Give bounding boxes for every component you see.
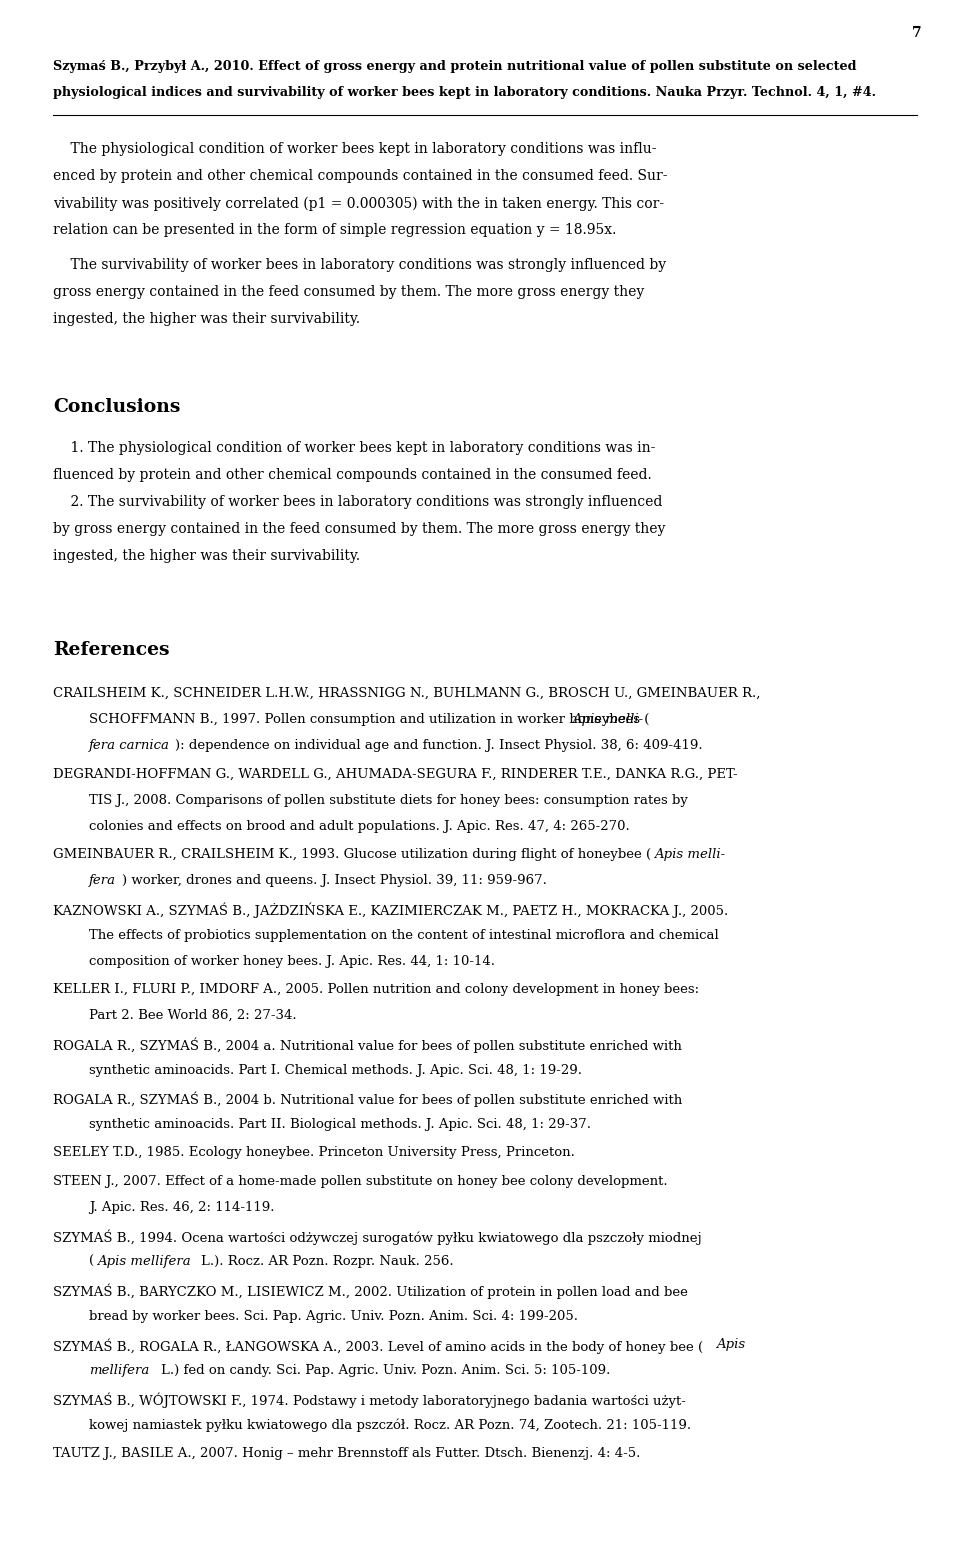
Text: SZYMAŚ B., WÓJTOWSKI F., 1974. Podstawy i metody laboratoryjnego badania wartośc: SZYMAŚ B., WÓJTOWSKI F., 1974. Podstawy … [53,1392,685,1408]
Text: vivability was positively correlated (p1 = 0.000305) with the in taken energy. T: vivability was positively correlated (p1… [53,196,664,211]
Text: Apis: Apis [716,1338,745,1351]
Text: SCHOFFMANN B., 1997. Pollen consumption and utilization in worker honeybees (: SCHOFFMANN B., 1997. Pollen consumption … [89,712,650,726]
Text: SEELEY T.D., 1985. Ecology honeybee. Princeton University Press, Princeton.: SEELEY T.D., 1985. Ecology honeybee. Pri… [53,1146,575,1160]
Text: SZYMAŚ B., BARYCZKO M., LISIEWICZ M., 2002. Utilization of protein in pollen loa: SZYMAŚ B., BARYCZKO M., LISIEWICZ M., 20… [53,1283,687,1298]
Text: synthetic aminoacids. Part II. Biological methods. J. Apic. Sci. 48, 1: 29-37.: synthetic aminoacids. Part II. Biologica… [89,1118,591,1132]
Text: fera: fera [89,874,116,887]
Text: Part 2. Bee World 86, 2: 27-34.: Part 2. Bee World 86, 2: 27-34. [89,1010,297,1022]
Text: CRAILSHEIM K., SCHNEIDER L.H.W., HRASSNIGG N., BUHLMANN G., BROSCH U., GMEINBAUE: CRAILSHEIM K., SCHNEIDER L.H.W., HRASSNI… [53,686,760,700]
Text: SZYMAŚ B., 1994. Ocena wartości odżywczej surogatów pyłku kwiatowego dla pszczoł: SZYMAŚ B., 1994. Ocena wartości odżywcze… [53,1229,702,1244]
Text: L.). Rocz. AR Pozn. Rozpr. Nauk. 256.: L.). Rocz. AR Pozn. Rozpr. Nauk. 256. [201,1255,453,1269]
Text: 2. The survivability of worker bees in laboratory conditions was strongly influe: 2. The survivability of worker bees in l… [53,495,662,509]
Text: KELLER I., FLURI P., IMDORF A., 2005. Pollen nutrition and colony development in: KELLER I., FLURI P., IMDORF A., 2005. Po… [53,984,699,996]
Text: ingested, the higher was their survivability.: ingested, the higher was their survivabi… [53,549,360,563]
Text: physiological indices and survivability of worker bees kept in laboratory condit: physiological indices and survivability … [53,86,876,99]
Text: fluenced by protein and other chemical compounds contained in the consumed feed.: fluenced by protein and other chemical c… [53,467,652,481]
Text: composition of worker honey bees. J. Apic. Res. 44, 1: 10-14.: composition of worker honey bees. J. Api… [89,954,495,968]
Text: enced by protein and other chemical compounds contained in the consumed feed. Su: enced by protein and other chemical comp… [53,170,667,183]
Text: ROGALA R., SZYMAŚ B., 2004 b. Nutritional value for bees of pollen substitute en: ROGALA R., SZYMAŚ B., 2004 b. Nutritiona… [53,1092,682,1107]
Text: Szymaś B., Przybył A., 2010. Effect of gross energy and protein nutritional valu: Szymaś B., Przybył A., 2010. Effect of g… [53,60,856,72]
Text: KAZNOWSKI A., SZYMAŚ B., JAŻDZIŃSKA E., KAZIMIERCZAK M., PAETZ H., MOKRACKA J., : KAZNOWSKI A., SZYMAŚ B., JAŻDZIŃSKA E., … [53,902,728,917]
Text: ingested, the higher was their survivability.: ingested, the higher was their survivabi… [53,311,360,325]
Text: J. Apic. Res. 46, 2: 114-119.: J. Apic. Res. 46, 2: 114-119. [89,1201,275,1214]
Text: colonies and effects on brood and adult populations. J. Apic. Res. 47, 4: 265-27: colonies and effects on brood and adult … [89,820,630,833]
Text: Apis melli-: Apis melli- [572,712,643,726]
Text: Conclusions: Conclusions [53,398,180,416]
Text: Apis melli-: Apis melli- [654,848,725,860]
Text: gross energy contained in the feed consumed by them. The more gross energy they: gross energy contained in the feed consu… [53,285,644,299]
Text: kowej namiastek pyłku kwiatowego dla pszczół. Rocz. AR Pozn. 74, Zootech. 21: 10: kowej namiastek pyłku kwiatowego dla psz… [89,1419,691,1433]
Text: The physiological condition of worker bees kept in laboratory conditions was inf: The physiological condition of worker be… [53,142,657,156]
Text: References: References [53,640,169,658]
Text: TAUTZ J., BASILE A., 2007. Honig – mehr Brennstoff als Futter. Dtsch. Bienenzj. : TAUTZ J., BASILE A., 2007. Honig – mehr … [53,1446,640,1460]
Text: ): dependence on individual age and function. J. Insect Physiol. 38, 6: 409-419.: ): dependence on individual age and func… [175,739,703,752]
Text: Apis mellifera: Apis mellifera [97,1255,191,1269]
Text: synthetic aminoacids. Part I. Chemical methods. J. Apic. Sci. 48, 1: 19-29.: synthetic aminoacids. Part I. Chemical m… [89,1064,583,1076]
Text: STEEN J., 2007. Effect of a home-made pollen substitute on honey bee colony deve: STEEN J., 2007. Effect of a home-made po… [53,1175,667,1187]
Text: SZYMAŚ B., ROGALA R., ŁANGOWSKA A., 2003. Level of amino acids in the body of ho: SZYMAŚ B., ROGALA R., ŁANGOWSKA A., 2003… [53,1338,703,1354]
Text: fera carnica: fera carnica [89,739,170,752]
Text: 1. The physiological condition of worker bees kept in laboratory conditions was : 1. The physiological condition of worker… [53,441,655,455]
Text: L.) fed on candy. Sci. Pap. Agric. Univ. Pozn. Anim. Sci. 5: 105-109.: L.) fed on candy. Sci. Pap. Agric. Univ.… [161,1365,611,1377]
Text: 7: 7 [912,26,922,40]
Text: ) worker, drones and queens. J. Insect Physiol. 39, 11: 959-967.: ) worker, drones and queens. J. Insect P… [122,874,547,887]
Text: TIS J., 2008. Comparisons of pollen substitute diets for honey bees: consumption: TIS J., 2008. Comparisons of pollen subs… [89,794,688,806]
Text: The effects of probiotics supplementation on the content of intestinal microflor: The effects of probiotics supplementatio… [89,928,719,942]
Text: mellifera: mellifera [89,1365,150,1377]
Text: ROGALA R., SZYMAŚ B., 2004 a. Nutritional value for bees of pollen substitute en: ROGALA R., SZYMAŚ B., 2004 a. Nutritiona… [53,1038,682,1053]
Text: bread by worker bees. Sci. Pap. Agric. Univ. Pozn. Anim. Sci. 4: 199-205.: bread by worker bees. Sci. Pap. Agric. U… [89,1309,578,1323]
Text: GMEINBAUER R., CRAILSHEIM K., 1993. Glucose utilization during flight of honeybe: GMEINBAUER R., CRAILSHEIM K., 1993. Gluc… [53,848,651,860]
Text: by gross energy contained in the feed consumed by them. The more gross energy th: by gross energy contained in the feed co… [53,521,665,535]
Text: (: ( [89,1255,94,1269]
Text: relation can be presented in the form of simple regression equation y = 18.95x.: relation can be presented in the form of… [53,224,616,237]
Text: DEGRANDI-HOFFMAN G., WARDELL G., AHUMADA-SEGURA F., RINDERER T.E., DANKA R.G., P: DEGRANDI-HOFFMAN G., WARDELL G., AHUMADA… [53,768,737,780]
Text: The survivability of worker bees in laboratory conditions was strongly influence: The survivability of worker bees in labo… [53,258,666,271]
